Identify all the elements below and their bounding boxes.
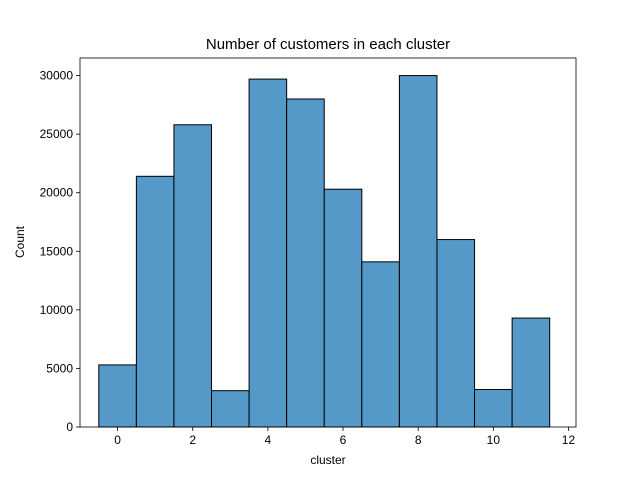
bar-cluster-4 (248, 78, 288, 428)
bar-cluster-1 (135, 175, 175, 428)
y-axis-ticks: 0 5000 10000 15000 20000 25000 30000 (40, 69, 80, 434)
chart-title: Number of customers in each cluster (206, 36, 450, 53)
x-tick-label: 4 (265, 433, 272, 447)
bar-cluster-9 (436, 239, 476, 428)
x-axis-label: cluster (310, 453, 345, 467)
plot-frame (79, 57, 577, 428)
bar-cluster-8 (398, 75, 438, 428)
y-tick-label: 15000 (40, 244, 74, 258)
x-tick-label: 0 (114, 433, 121, 447)
bar-cluster-6 (323, 188, 363, 428)
bar-cluster-3 (211, 390, 250, 428)
bar-cluster-7 (361, 261, 400, 428)
x-axis-ticks: 0 2 4 6 8 10 12 (114, 427, 575, 447)
x-tick-label: 12 (562, 433, 576, 447)
bar-cluster-5 (286, 98, 325, 428)
bar-cluster-10 (474, 389, 513, 428)
y-tick-label: 5000 (46, 361, 73, 375)
bar-cluster-2 (173, 124, 213, 428)
x-tick-label: 8 (415, 433, 422, 447)
bar-cluster-0 (98, 364, 137, 428)
bar-cluster-11 (511, 317, 551, 428)
x-tick-label: 10 (487, 433, 501, 447)
x-tick-label: 6 (340, 433, 347, 447)
y-tick-label: 0 (66, 420, 73, 434)
y-tick-label: 20000 (40, 186, 74, 200)
x-tick-label: 2 (189, 433, 196, 447)
y-tick-label: 10000 (40, 303, 74, 317)
bars-layer (98, 75, 551, 428)
y-tick-label: 30000 (40, 69, 74, 83)
y-axis-label: Count (13, 225, 27, 258)
y-tick-label: 25000 (40, 127, 74, 141)
